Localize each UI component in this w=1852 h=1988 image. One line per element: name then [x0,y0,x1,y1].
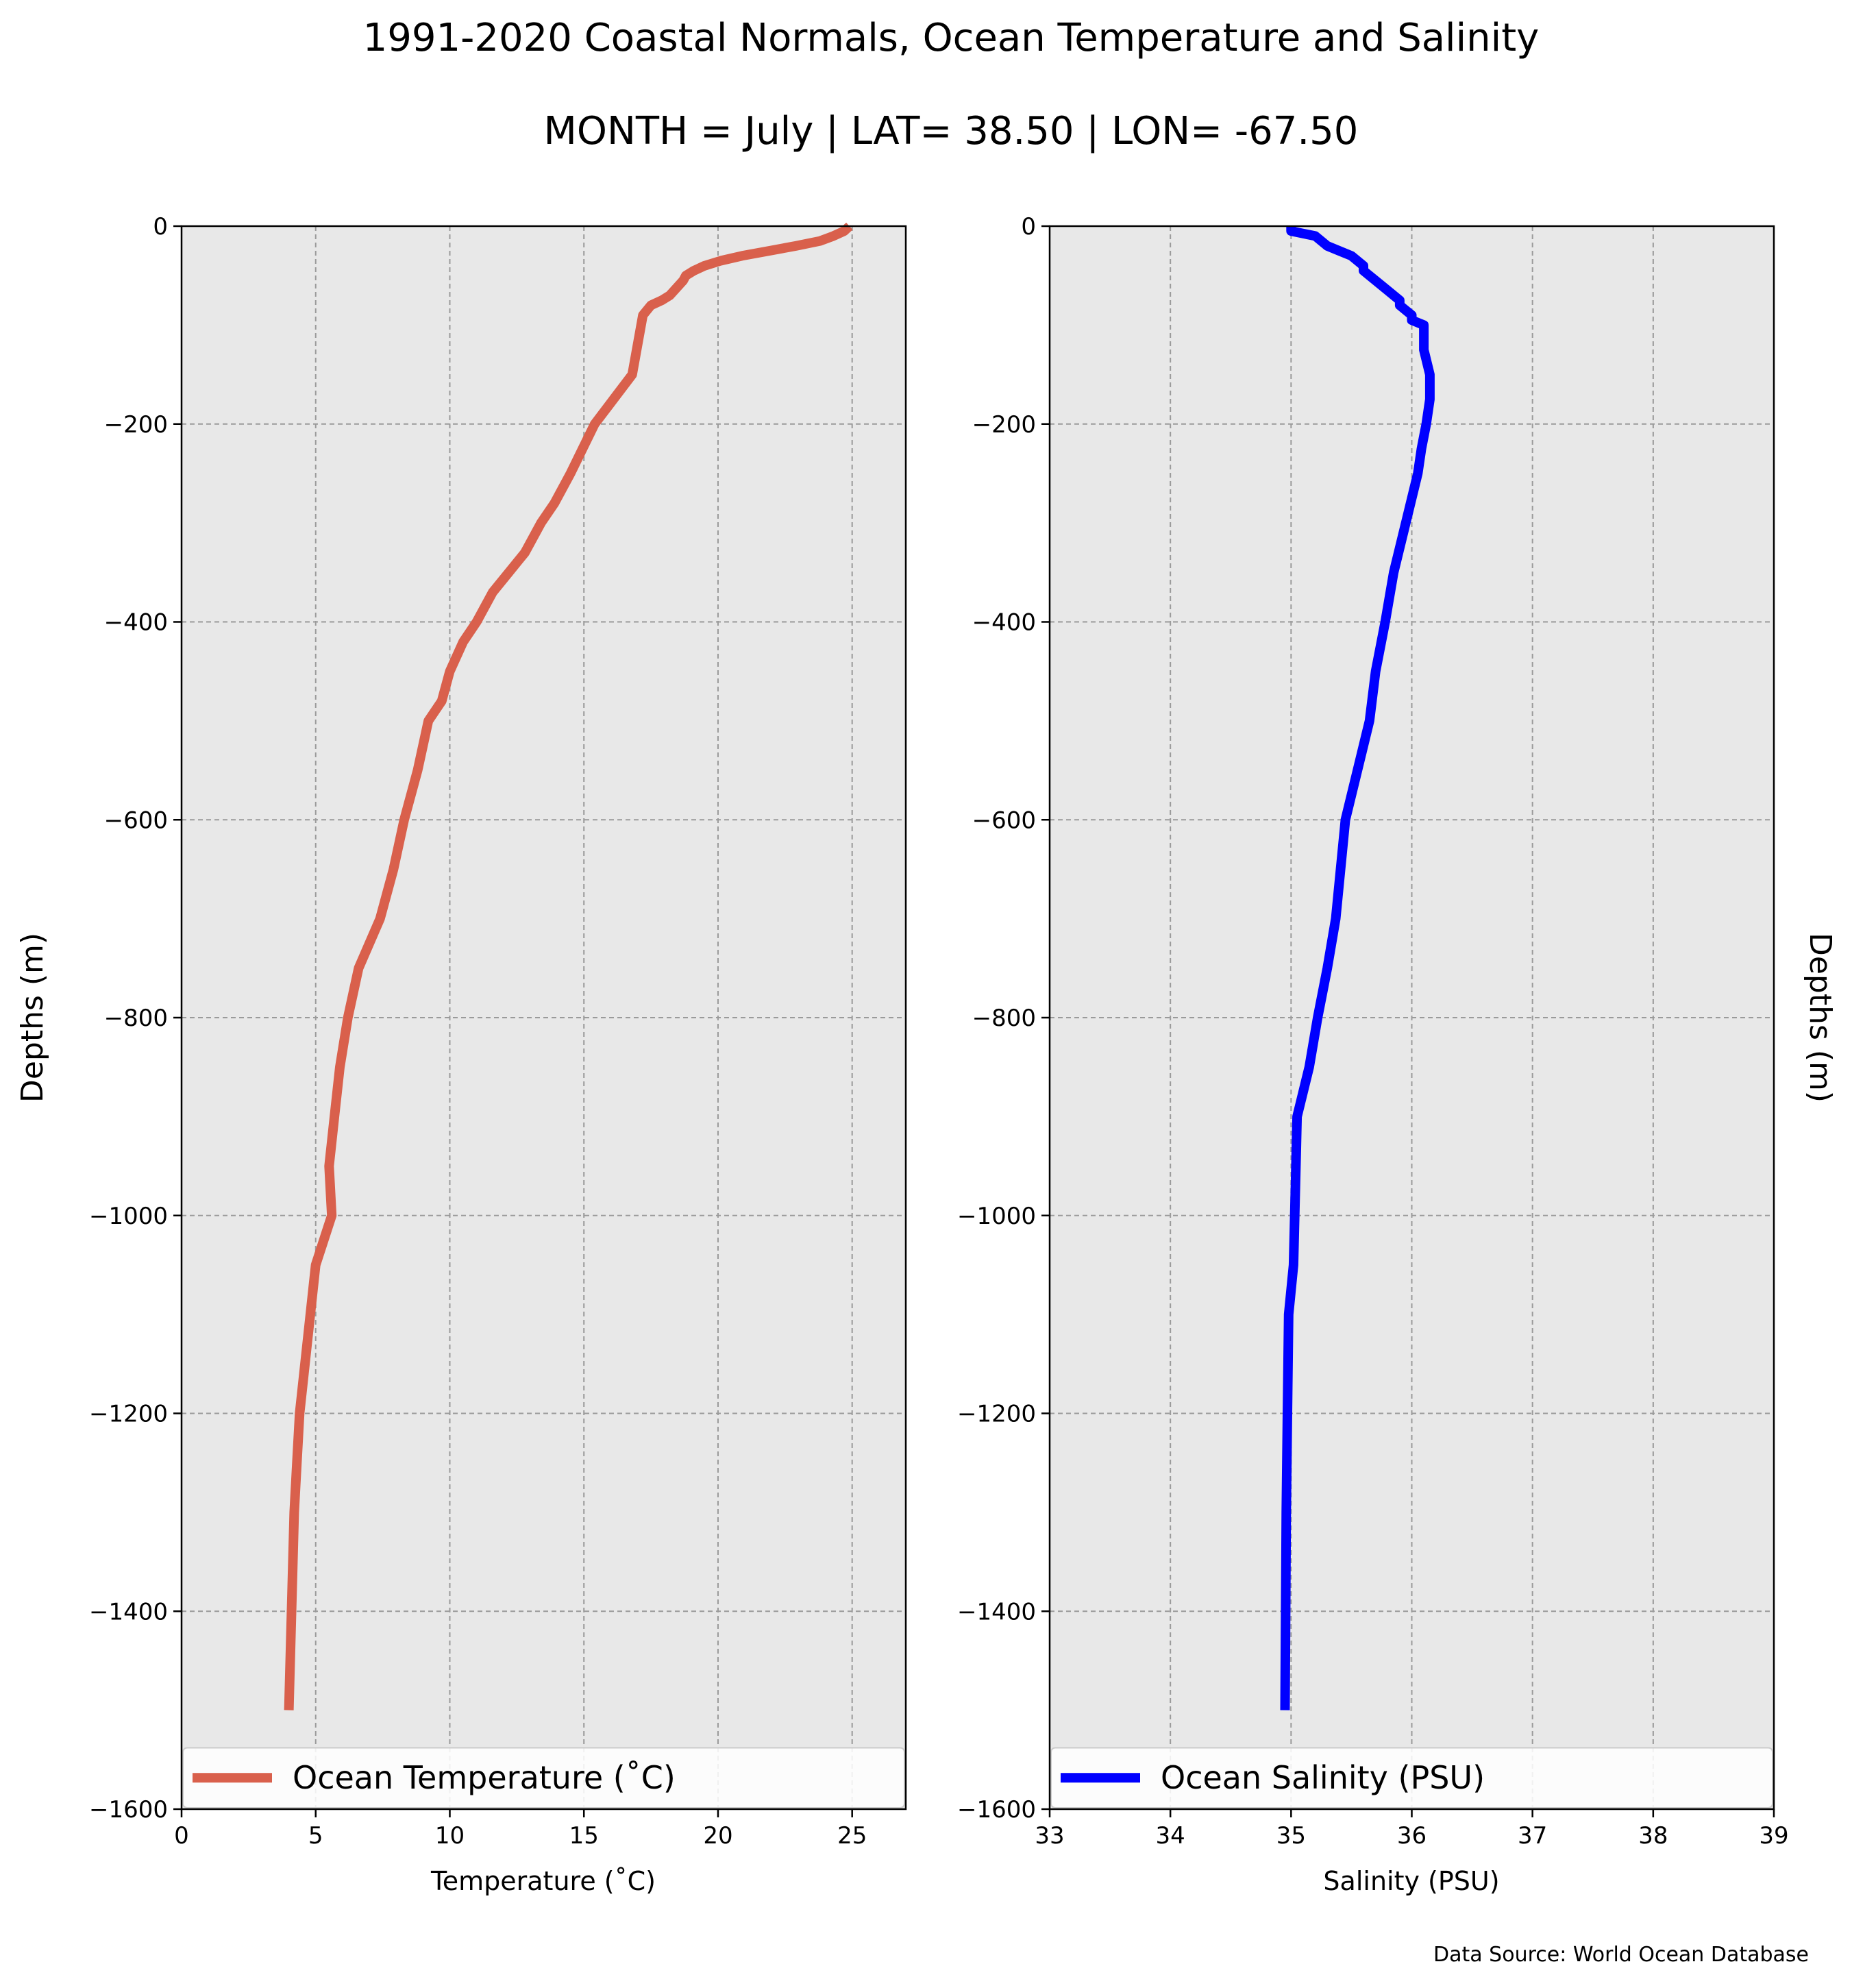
salinity-legend-box [1050,1747,1773,1809]
salinity-x-tick-label: 39 [1759,1822,1788,1850]
temperature-y-tick-label: −200 [104,411,168,439]
salinity-ticks: 33 34 35 36 37 38 39 0 −200 −400 −600 −800 −1000 −120… [957,213,1789,1850]
temperature-y-tick-label: −1000 [89,1203,168,1230]
temperature-y-tick-label: −1600 [89,1796,168,1824]
salinity-y-tick-label: −1000 [957,1203,1036,1230]
temperature-x-tick-label: 25 [837,1822,867,1850]
salinity-y-axis-label: Depths (m) [1803,933,1838,1103]
salinity-series [1280,226,1435,1710]
temperature-legend-label: Ocean Temperature (˚C) [293,1759,676,1796]
salinity-series-line [1280,226,1435,1710]
temperature-x-axis-label: Temperature (˚C) [430,1866,656,1896]
salinity-chart: Ocean Salinity (PSU) 33 34 35 36 37 38 39 0 −200… [957,213,1838,1896]
temperature-y-tick-label: −800 [104,1005,168,1032]
salinity-y-tick-label: −600 [972,807,1036,834]
temperature-series-line [284,222,853,1710]
salinity-y-tick-label: −400 [972,609,1036,637]
salinity-legend: Ocean Salinity (PSU) [1050,1747,1773,1809]
salinity-y-tick-label: −1400 [957,1598,1036,1625]
salinity-y-tick-label: −200 [972,411,1036,439]
temperature-x-tick-label: 5 [308,1822,323,1850]
salinity-x-tick-label: 37 [1518,1822,1547,1850]
temperature-x-tick-label: 15 [569,1822,599,1850]
temperature-legend: Ocean Temperature (˚C) [182,1747,905,1809]
temperature-y-tick-label: −400 [104,609,168,637]
salinity-x-tick-label: 34 [1156,1822,1185,1850]
temperature-y-axis-label: Depths (m) [15,933,50,1103]
temperature-y-tick-label: −600 [104,807,168,834]
salinity-x-axis-label: Salinity (PSU) [1323,1866,1499,1896]
figure-title: 1991-2020 Coastal Normals, Ocean Tempera… [363,16,1540,60]
temperature-y-tick-label: −1200 [89,1401,168,1428]
temperature-ticks: 0 5 10 15 20 25 0 −200 −400 −600 −800 −1000 −1200 −14… [89,213,867,1850]
salinity-y-tick-label: −1200 [957,1401,1036,1428]
temperature-x-tick-label: 20 [703,1822,732,1850]
salinity-x-tick-label: 33 [1035,1822,1064,1850]
temperature-series [284,222,853,1710]
data-source-note: Data Source: World Ocean Database [1433,1943,1809,1967]
salinity-x-tick-label: 36 [1397,1822,1427,1850]
temperature-chart: Ocean Temperature (˚C) 0 5 10 15 20 25 0 −200 −4… [15,213,907,1896]
salinity-x-tick-label: 38 [1638,1822,1668,1850]
temperature-y-tick-label: 0 [153,213,168,241]
salinity-y-tick-label: 0 [1021,213,1036,241]
salinity-legend-label: Ocean Salinity (PSU) [1161,1759,1485,1796]
salinity-y-tick-label: −1600 [957,1796,1036,1824]
temperature-x-tick-label: 10 [435,1822,465,1850]
salinity-y-tick-label: −800 [972,1005,1036,1032]
temperature-x-tick-label: 0 [174,1822,189,1850]
salinity-x-tick-label: 35 [1276,1822,1306,1850]
figure-subtitle: MONTH = July | LAT= 38.50 | LON= -67.50 [544,109,1359,154]
temperature-y-tick-label: −1400 [89,1598,168,1625]
temperature-legend-box [182,1747,905,1809]
